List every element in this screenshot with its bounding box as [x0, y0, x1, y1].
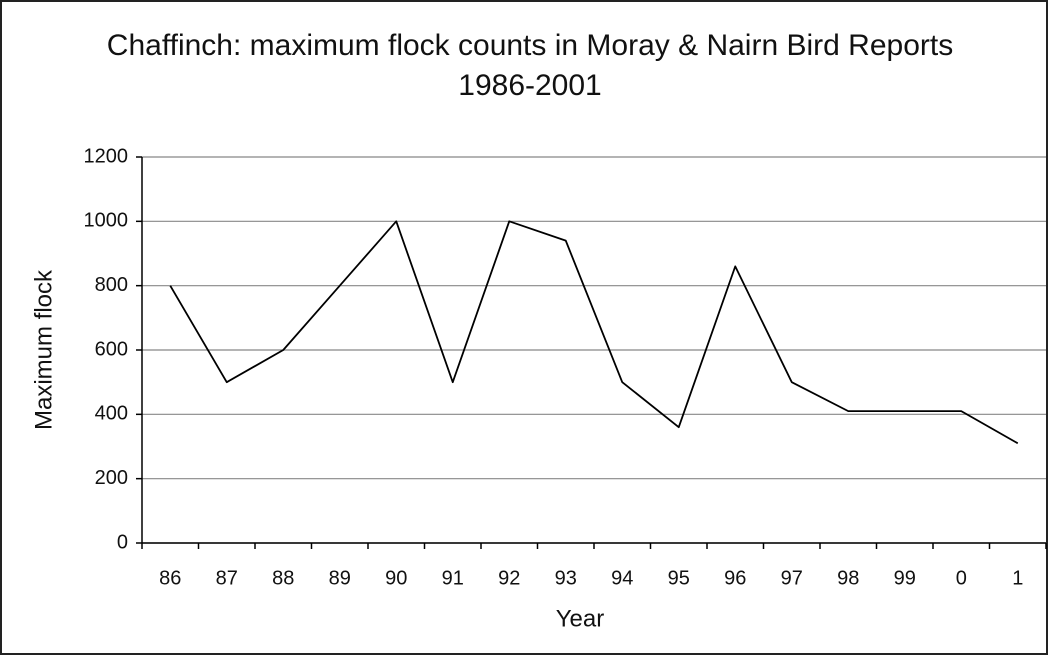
y-tick-label: 1000: [84, 210, 129, 232]
data-line: [169, 220, 1019, 445]
x-tick-label: 98: [837, 567, 859, 589]
y-tick-label: 200: [95, 467, 128, 489]
x-tick-label: 91: [442, 567, 464, 589]
y-tick-label: 600: [95, 338, 128, 360]
x-tick-label: 96: [724, 567, 746, 589]
y-axis-label: Maximum flock: [30, 269, 57, 430]
x-tick-label: 89: [329, 567, 351, 589]
x-tick-label: 92: [498, 567, 520, 589]
x-tick-label: 87: [216, 567, 238, 589]
x-tick-label: 99: [894, 567, 916, 589]
x-tick-label: 88: [272, 567, 294, 589]
x-tick-label: 0: [956, 567, 967, 589]
y-tick-label: 400: [95, 403, 128, 425]
x-axis-label: Year: [556, 605, 605, 632]
x-tick-label: 95: [668, 567, 690, 589]
x-tick-label: 97: [781, 567, 803, 589]
x-tick-label: 94: [611, 567, 633, 589]
x-tick-label: 90: [385, 567, 407, 589]
y-tick-label: 0: [117, 531, 128, 553]
x-tick-label: 86: [159, 567, 181, 589]
x-tick-label: 1: [1012, 567, 1023, 589]
y-tick-label: 800: [95, 274, 128, 296]
chart-title: Chaffinch: maximum flock counts in Moray…: [106, 29, 954, 102]
x-tick-label: 93: [555, 567, 577, 589]
y-tick-label: 1200: [84, 145, 129, 167]
